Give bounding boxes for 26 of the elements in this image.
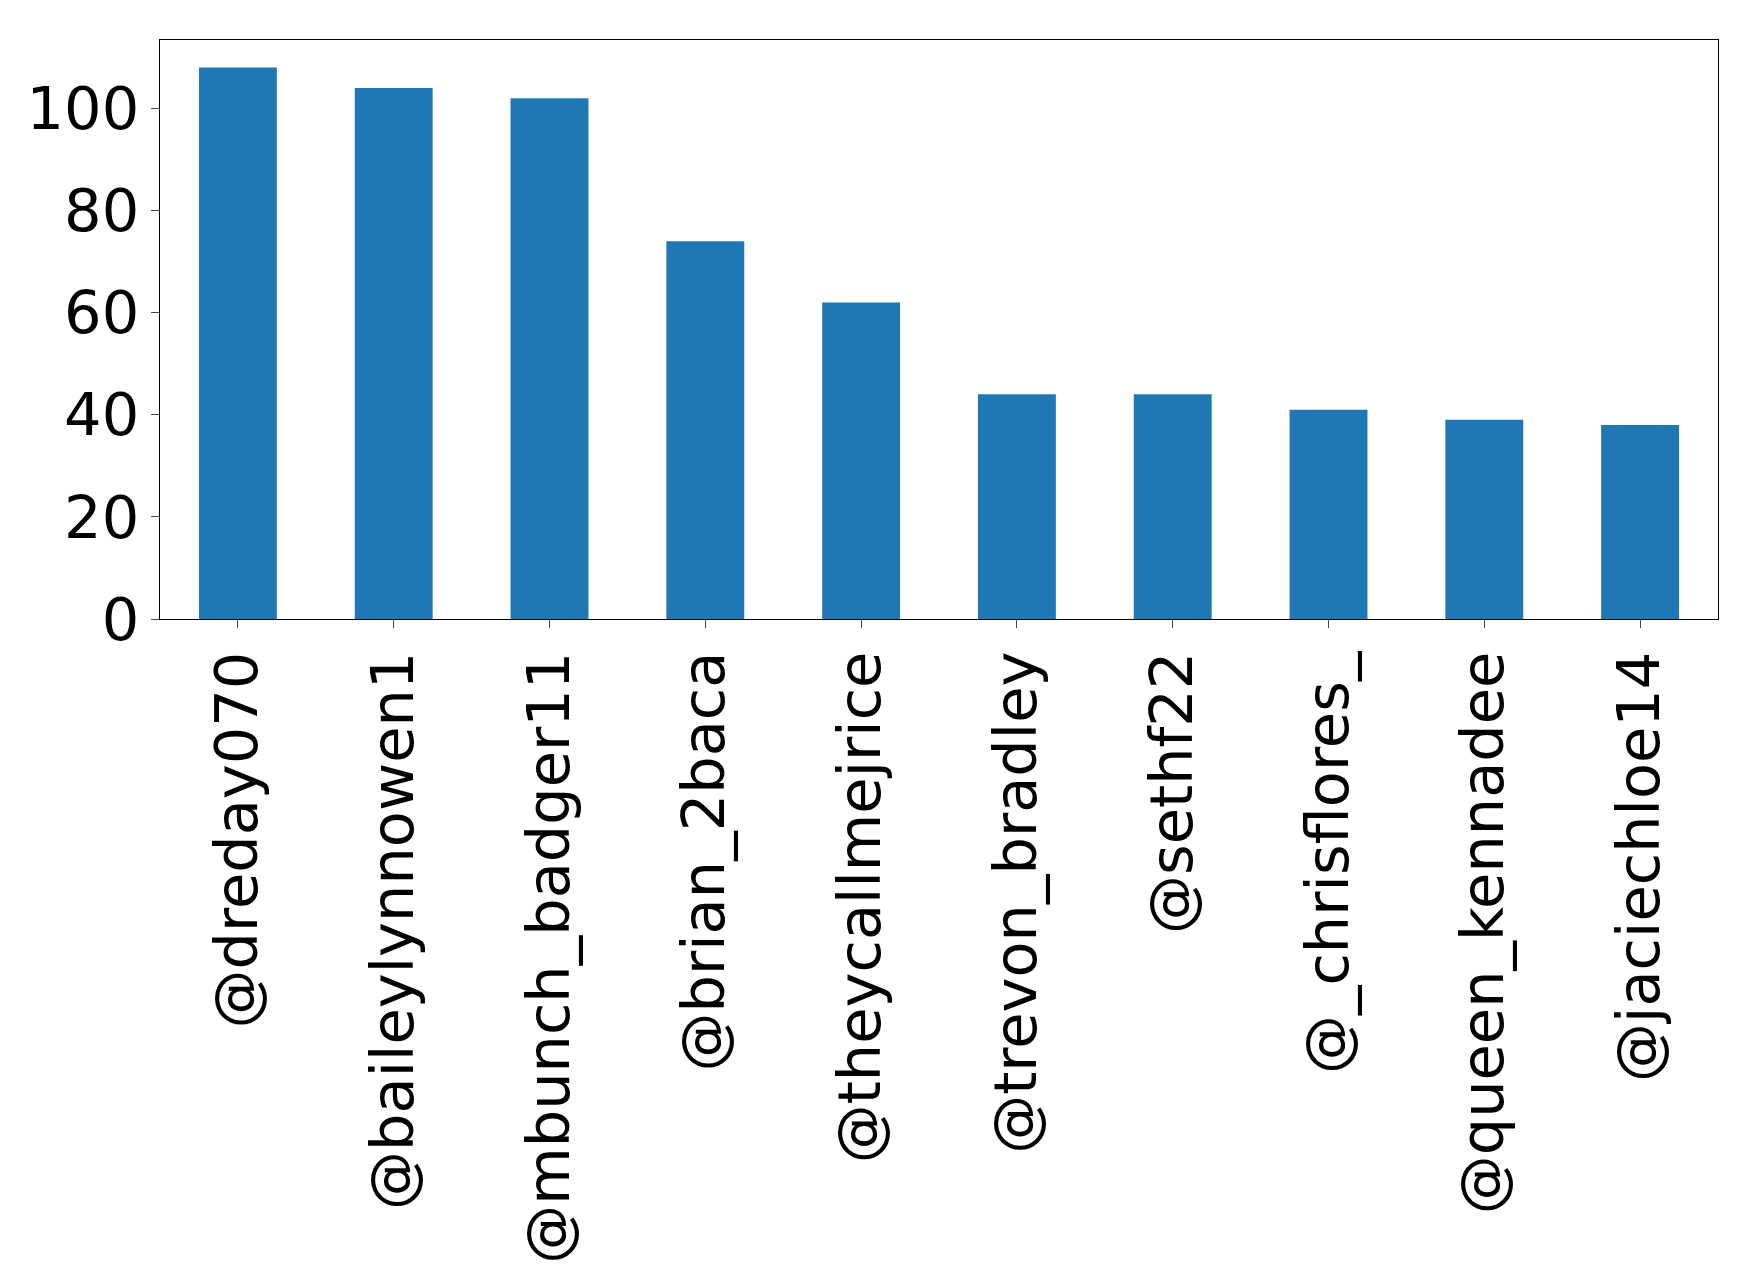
bar: [977, 394, 1056, 619]
x-tick-label: @brian_2baca: [669, 651, 739, 1072]
bar: [1601, 424, 1680, 619]
x-tick-label: @queen_kennadee: [1448, 651, 1518, 1215]
y-tick-label: 0: [101, 584, 140, 654]
y-tick-label: 40: [64, 380, 140, 450]
x-tick-label: @mbunch_badger11: [513, 651, 583, 1264]
y-tick-label: 60: [64, 278, 140, 348]
y-tick-label: 20: [64, 482, 140, 552]
x-tick-label: @dreday070: [202, 651, 272, 1029]
x-tick-label: @baileylynnowen1: [357, 651, 427, 1210]
x-tick-label: @trevon_bradley: [981, 651, 1051, 1154]
x-tick-label: @sethf22: [1136, 651, 1206, 935]
bar: [1445, 419, 1524, 619]
bar: [1133, 394, 1212, 619]
x-tick-label: @jaciechloe14: [1604, 651, 1674, 1082]
bar: [354, 87, 433, 619]
bar: [822, 302, 901, 619]
y-tick-label: 80: [64, 176, 140, 246]
x-tick-label: @theycallmejrice: [825, 651, 895, 1164]
bar: [1289, 409, 1368, 619]
x-tick-label: @_chrisflores_: [1292, 650, 1362, 1075]
bar: [510, 98, 589, 619]
bar: [666, 241, 745, 619]
bar: [198, 67, 277, 619]
y-tick-label: 100: [26, 74, 140, 144]
